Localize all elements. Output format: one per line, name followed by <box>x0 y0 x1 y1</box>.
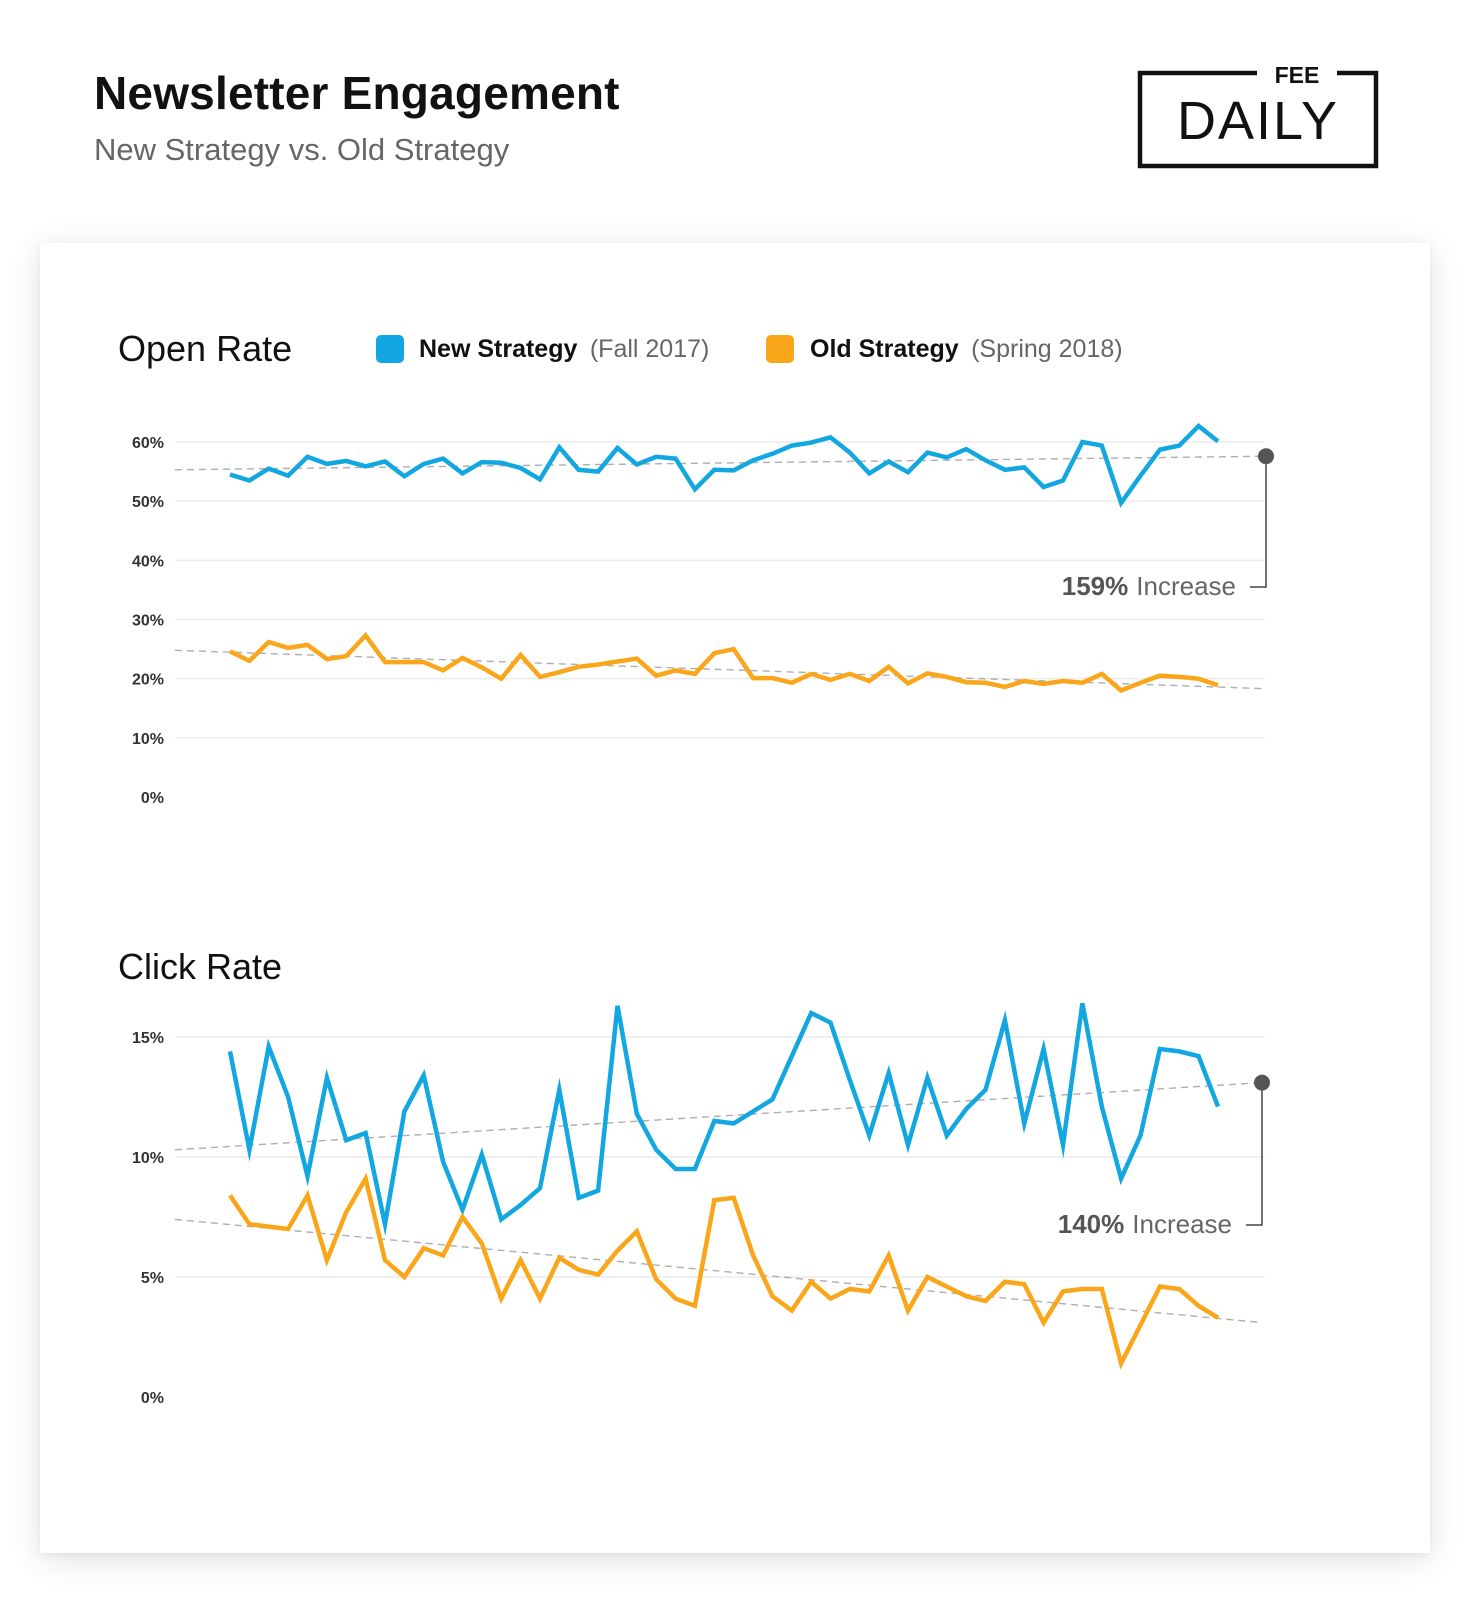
logo-small-text: FEE <box>1275 66 1320 88</box>
open-rate-section: Open Rate New Strategy (Fall 2017) Old S… <box>118 328 1274 807</box>
y-tick-label: 10% <box>132 731 164 748</box>
click-rate-section: Click Rate 0% 5% 10% 15% 140% Increase <box>118 946 1270 1407</box>
trendline-old <box>174 1218 1263 1324</box>
y-tick-label: 0% <box>141 1390 164 1407</box>
increase-value: 159% <box>1062 571 1129 601</box>
trendline-new <box>174 455 1267 471</box>
legend-new: New Strategy (Fall 2017) <box>419 335 709 363</box>
y-tick-label: 60% <box>132 435 164 452</box>
legend-old: Old Strategy (Spring 2018) <box>810 335 1123 363</box>
y-tick-label: 40% <box>132 553 164 570</box>
charts-canvas: Open Rate New Strategy (Fall 2017) Old S… <box>118 328 1274 1407</box>
increase-annotation: 159% Increase <box>1062 571 1236 601</box>
annotation-bracket <box>1250 456 1267 588</box>
open-rate-title: Open Rate <box>118 328 292 369</box>
increase-value: 140% <box>1058 1209 1125 1239</box>
legend-new-label: New Strategy <box>419 335 577 363</box>
legend-new-note: (Fall 2017) <box>590 335 710 363</box>
page-title: Newsletter Engagement <box>94 67 620 119</box>
series-line-new-strategy <box>229 422 1220 508</box>
fee-daily-logo: FEE DAILY <box>1137 66 1379 169</box>
y-tick-label: 15% <box>132 1030 164 1047</box>
legend-new-swatch <box>376 335 404 363</box>
series-line-old-strategy <box>229 631 1219 694</box>
y-tick-label: 5% <box>141 1270 164 1287</box>
series-line-new-strategy <box>227 1002 1221 1237</box>
page-subtitle: New Strategy vs. Old Strategy <box>94 132 510 167</box>
annotation-bracket <box>1246 1082 1263 1226</box>
trendline-old <box>174 649 1267 690</box>
increase-text: Increase <box>1132 1209 1232 1239</box>
chart-card: Open Rate New Strategy (Fall 2017) Old S… <box>40 243 1430 1553</box>
legend-old-label: Old Strategy <box>810 335 959 363</box>
logo-large-text: DAILY <box>1177 91 1339 151</box>
legend-old-swatch <box>766 335 794 363</box>
legend-old-note: (Spring 2018) <box>971 335 1122 363</box>
y-tick-label: 20% <box>132 672 164 689</box>
increase-text: Increase <box>1136 571 1236 601</box>
open-rate-plot: 0% 10% 20% 30% 40% 50% 60% 159% Increase <box>132 422 1274 807</box>
y-tick-label: 0% <box>141 790 164 807</box>
click-rate-title: Click Rate <box>118 946 282 987</box>
trend-end-marker <box>1254 1074 1270 1091</box>
y-tick-label: 50% <box>132 494 164 511</box>
y-tick-label: 10% <box>132 1150 164 1167</box>
click-rate-plot: 0% 5% 10% 15% 140% Increase <box>132 1002 1270 1407</box>
y-tick-label: 30% <box>132 613 164 630</box>
series-line-old-strategy <box>228 1172 1220 1370</box>
increase-annotation: 140% Increase <box>1058 1209 1232 1239</box>
trend-end-marker <box>1258 448 1274 465</box>
